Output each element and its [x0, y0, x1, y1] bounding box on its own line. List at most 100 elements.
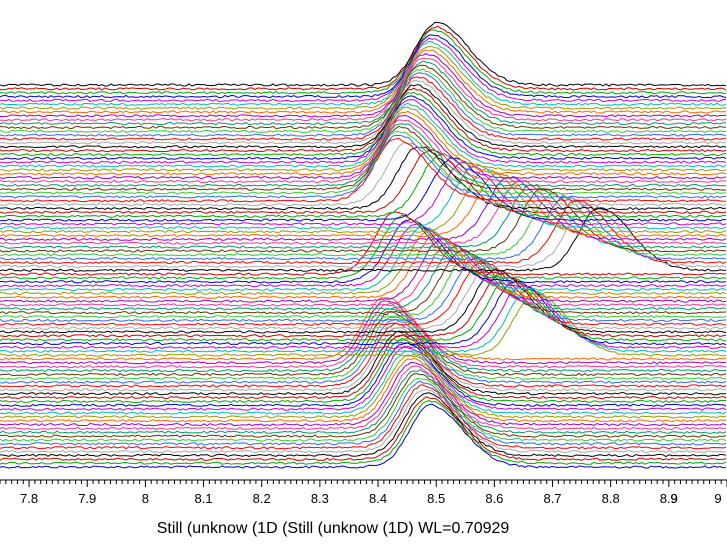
series-line — [0, 60, 727, 126]
x-tick-label: 7.9 — [78, 491, 96, 506]
series-line — [0, 37, 727, 103]
series-line — [0, 310, 727, 377]
series-line — [0, 396, 727, 461]
x-tick-label: 8.6 — [485, 491, 503, 506]
series-line — [0, 76, 726, 141]
series-line — [0, 29, 727, 95]
series-line — [0, 99, 727, 164]
series-line — [0, 322, 727, 388]
series-line — [0, 102, 727, 168]
series-line — [0, 268, 727, 334]
series-line — [0, 237, 727, 303]
series-line — [0, 138, 727, 203]
series-line — [0, 365, 727, 431]
series-line — [0, 327, 727, 392]
series-line — [0, 293, 727, 357]
series-line — [0, 110, 727, 176]
series-line — [0, 350, 727, 415]
series-line — [0, 246, 727, 311]
series-line — [0, 226, 727, 292]
x-tick-label: 8.5 — [427, 491, 445, 506]
series-line — [0, 184, 727, 249]
series-line — [0, 337, 727, 404]
series-line — [0, 384, 727, 450]
series-line — [0, 380, 727, 446]
series-line — [0, 176, 727, 241]
series-line — [0, 87, 727, 153]
x-tick-label: 9 — [714, 491, 721, 506]
x-tick-label: 8 — [142, 491, 149, 506]
series-line — [0, 161, 727, 226]
series-line — [0, 330, 727, 396]
series-line — [0, 285, 727, 350]
series-line — [0, 64, 726, 130]
x-tick-label: 8.4 — [369, 491, 387, 506]
series-line — [0, 234, 727, 299]
series-line — [0, 214, 727, 280]
x-tick-label: 7.8 — [20, 491, 38, 506]
series-line — [0, 211, 727, 276]
series-line — [0, 40, 727, 106]
series-line — [0, 369, 727, 434]
series-line — [0, 152, 727, 218]
x-axis: 7.8 7.9 8 8.1 8.2 8.3 8.4 8.5 8.6 8.7 8.8 8.99 9 — [0, 479, 727, 506]
series-line — [0, 157, 727, 222]
series-line — [0, 361, 727, 427]
series-line — [0, 57, 727, 122]
series-line — [0, 297, 727, 361]
series-line — [0, 377, 727, 442]
series-line — [0, 119, 726, 184]
series-line — [0, 357, 726, 423]
series-line — [0, 123, 727, 187]
series-line — [0, 149, 727, 214]
series-line — [0, 400, 727, 465]
series-line — [0, 187, 727, 253]
x-axis-label: Still (unknow (1D (Still (unknow (1D) WL… — [157, 520, 510, 537]
x-tick-label: 8.3 — [311, 491, 329, 506]
series-line — [0, 334, 727, 400]
series-line — [0, 253, 727, 319]
series-line — [0, 106, 727, 172]
series-line — [0, 49, 727, 114]
series-line — [0, 84, 727, 149]
series-line — [0, 300, 727, 365]
series-line — [0, 303, 727, 369]
series-line — [0, 388, 727, 454]
series-line — [0, 241, 727, 307]
series-line — [0, 68, 727, 133]
series-line — [0, 289, 727, 353]
series-line — [0, 277, 727, 342]
series-line — [0, 172, 727, 238]
series-line — [0, 373, 727, 438]
series-line — [0, 168, 727, 234]
series-line — [0, 130, 727, 195]
series-line — [0, 146, 727, 211]
series-line — [0, 392, 727, 458]
series-line — [0, 179, 727, 245]
x-tick-label: 8.9 — [660, 491, 678, 506]
series-line — [0, 91, 727, 157]
series-line — [0, 25, 727, 91]
series-line — [0, 206, 727, 272]
series-line — [0, 125, 727, 191]
series-line — [0, 52, 727, 118]
series-line — [0, 229, 727, 295]
series-line — [0, 265, 727, 330]
series-line — [0, 21, 727, 87]
series-line — [0, 164, 727, 230]
series-line — [0, 354, 727, 419]
series-line — [0, 222, 727, 288]
series-line — [0, 95, 727, 160]
series-line — [0, 46, 727, 110]
series-line — [0, 262, 727, 326]
series-line — [0, 345, 727, 411]
x-tick-label: 8.7 — [543, 491, 561, 506]
series-line — [0, 342, 727, 407]
series-line — [0, 249, 727, 315]
x-tick-label: 8.8 — [602, 491, 620, 506]
series-line — [0, 316, 727, 380]
series-line — [0, 403, 727, 469]
series-line — [0, 79, 727, 145]
series-line — [0, 72, 727, 137]
